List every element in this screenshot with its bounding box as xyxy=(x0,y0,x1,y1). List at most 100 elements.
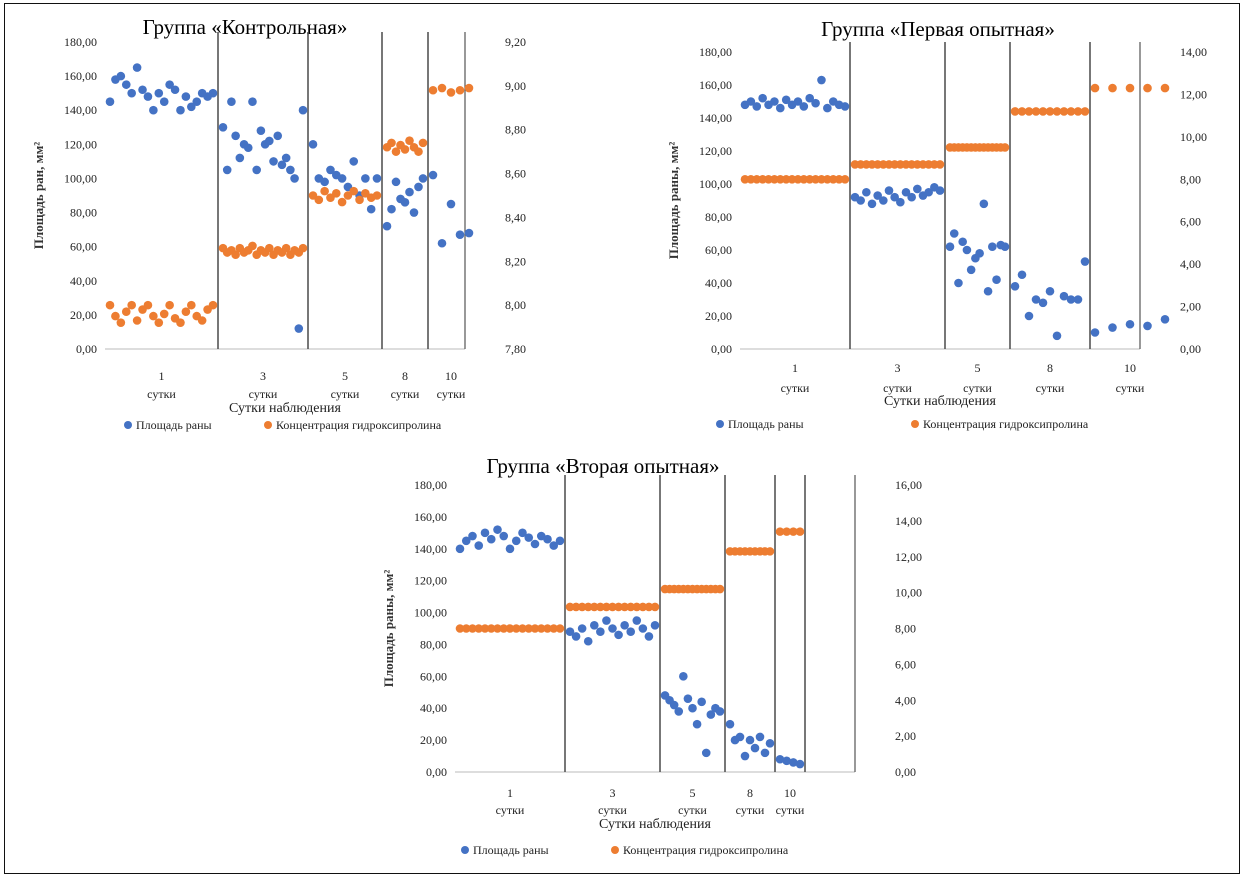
legend-label-area: Площадь раны xyxy=(473,843,549,857)
y-axis-label: Площадь раны, мм² xyxy=(381,570,396,688)
hydroxyproline-point xyxy=(644,602,654,612)
chart-second-experimental-group: Группа «Вторая опытная» 0,00 20,00 40,00 60,… xyxy=(381,454,922,857)
wound-area-point xyxy=(437,238,447,248)
hydroxyproline-point xyxy=(132,316,142,325)
hydroxyproline-point xyxy=(834,174,844,184)
y-tick-label: 140,00 xyxy=(699,111,732,125)
x-group-number: 10 xyxy=(784,786,796,800)
wound-area-point xyxy=(583,636,593,646)
hydroxyproline-point xyxy=(638,602,648,612)
hydroxyproline-point xyxy=(1000,143,1010,152)
x-group-number: 5 xyxy=(342,369,348,383)
wound-area-point xyxy=(975,249,984,258)
chart-title: Группа «Первая опытная» xyxy=(821,17,1055,41)
hydroxyproline-point xyxy=(775,527,785,536)
wound-area-point xyxy=(1143,321,1152,331)
x-group-number: 1 xyxy=(792,361,798,375)
wound-area-point xyxy=(1066,295,1076,304)
wound-area-point xyxy=(418,174,428,183)
wound-area-point xyxy=(290,174,299,183)
wound-area-point xyxy=(231,131,240,141)
wound-area-point xyxy=(614,630,623,640)
legend-label-area: Площадь раны xyxy=(728,417,804,431)
hydroxyproline-point xyxy=(331,189,341,198)
hydroxyproline-point xyxy=(455,85,465,95)
hydroxyproline-point xyxy=(536,624,546,633)
wound-area-point xyxy=(692,719,702,729)
wound-area-point xyxy=(480,528,490,538)
wound-area-point xyxy=(455,230,465,240)
wound-area-point xyxy=(1073,295,1083,304)
wound-area-point xyxy=(745,735,755,745)
wound-area-point xyxy=(116,71,126,81)
legend-marker-conc xyxy=(264,421,272,429)
wound-area-point xyxy=(414,182,423,192)
wound-area-point xyxy=(1024,311,1034,321)
wound-area-point xyxy=(688,703,697,713)
wound-area-point xyxy=(701,748,711,758)
y2-tick-label: 9,00 xyxy=(505,79,526,93)
y-axis-label: Площадь ран, мм² xyxy=(31,142,46,250)
wound-area-point xyxy=(632,616,642,625)
hydroxyproline-point xyxy=(372,191,382,200)
wound-area-point xyxy=(121,80,131,89)
wound-area-point xyxy=(391,177,401,187)
y2-tick-label: 14,00 xyxy=(895,514,922,528)
y2-tick-label: 6,00 xyxy=(1180,215,1201,229)
x-group-number: 1 xyxy=(159,369,165,383)
wound-area-point xyxy=(181,92,191,101)
wound-area-point xyxy=(1108,323,1117,332)
y-tick-label: 40,00 xyxy=(420,701,447,715)
hydroxyproline-point xyxy=(1143,83,1152,93)
wound-area-point xyxy=(765,739,775,748)
wound-area-point xyxy=(218,122,228,132)
wound-area-point xyxy=(577,624,587,633)
wound-area-point xyxy=(187,102,196,112)
hydroxyproline-point xyxy=(799,174,809,184)
wound-area-point xyxy=(446,199,456,209)
hydroxyproline-point xyxy=(828,174,838,184)
wound-area-point xyxy=(222,165,232,175)
wound-area-point xyxy=(793,97,803,106)
wound-area-point xyxy=(626,627,636,636)
hydroxyproline-point xyxy=(405,136,414,145)
wound-area-point xyxy=(243,143,253,153)
hydroxyproline-point xyxy=(1059,107,1069,116)
wound-area-point xyxy=(758,93,767,103)
y-tick-label: 40,00 xyxy=(705,276,732,290)
hydroxyproline-point xyxy=(281,243,291,253)
wound-area-point xyxy=(890,192,899,202)
hydroxyproline-point xyxy=(387,138,396,148)
wound-area-point xyxy=(602,616,611,625)
hydroxyproline-point xyxy=(530,624,540,633)
hydroxyproline-point xyxy=(571,602,581,612)
hydroxyproline-point xyxy=(1160,83,1170,93)
hydroxyproline-point xyxy=(1031,107,1041,116)
wound-area-point xyxy=(1045,286,1055,296)
hydroxyproline-point xyxy=(811,174,820,184)
y2-tick-label: 9,20 xyxy=(505,35,526,49)
wound-area-point xyxy=(349,157,359,166)
wound-area-point xyxy=(746,97,756,106)
legend-marker-area xyxy=(124,421,132,429)
hydroxyproline-point xyxy=(208,300,218,310)
wound-area-point xyxy=(638,624,648,633)
y2-tick-label: 2,00 xyxy=(1180,300,1201,314)
x-group-number: 3 xyxy=(610,786,616,800)
hydroxyproline-point xyxy=(1045,107,1055,116)
hydroxyproline-point xyxy=(543,624,552,633)
hydroxyproline-point xyxy=(493,624,502,633)
hydroxyproline-point xyxy=(468,624,477,633)
wound-area-point xyxy=(867,199,877,209)
hydroxyproline-point xyxy=(782,527,791,536)
hydroxyproline-point xyxy=(499,624,509,633)
y-tick-label: 80,00 xyxy=(705,210,732,224)
x-group-unit: сутки xyxy=(1036,381,1065,395)
wound-area-point xyxy=(795,759,805,769)
y2-tick-label: 10,00 xyxy=(895,586,922,600)
wound-area-point xyxy=(1000,242,1010,251)
y-tick-label: 120,00 xyxy=(64,137,97,151)
hydroxyproline-point xyxy=(400,145,410,154)
hydroxyproline-point xyxy=(231,250,240,260)
wound-area-point xyxy=(1090,328,1100,337)
